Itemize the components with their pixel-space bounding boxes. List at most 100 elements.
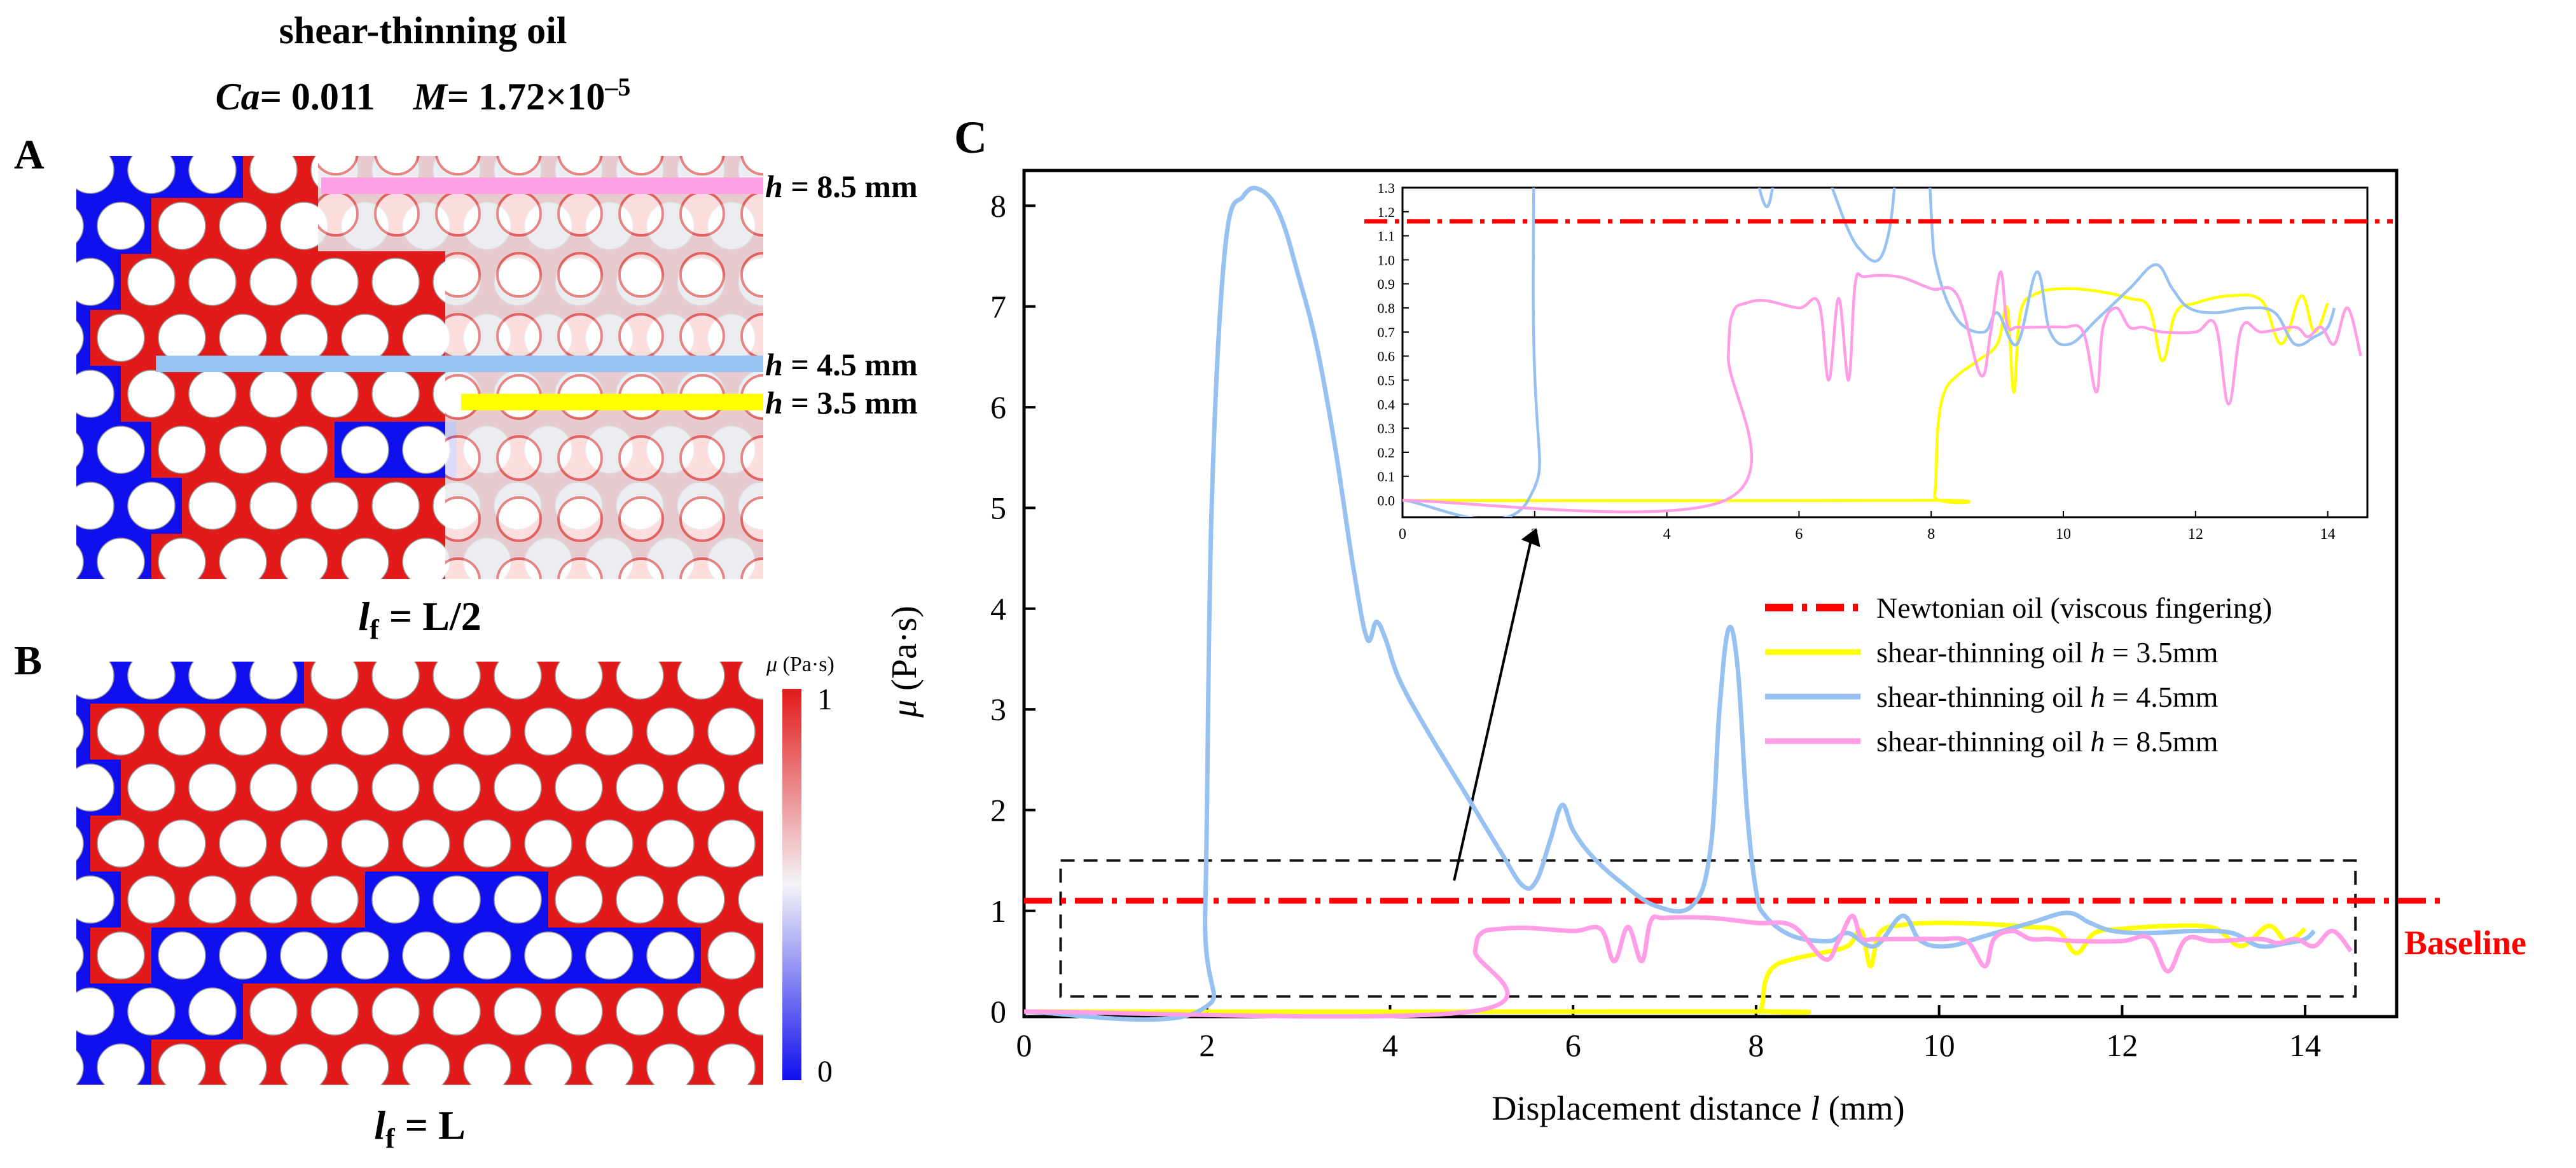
grain xyxy=(97,202,145,250)
inset-y-tick-label: 1.0 xyxy=(1378,252,1395,268)
grain xyxy=(463,707,511,756)
zoom-box xyxy=(1059,859,2357,998)
grain xyxy=(371,875,420,924)
grain xyxy=(188,156,237,194)
y-tick-label: 8 xyxy=(990,188,1006,223)
y-tick-label: 7 xyxy=(990,289,1006,324)
grain xyxy=(76,987,114,1036)
grain xyxy=(188,763,237,812)
panel-c-label: C xyxy=(954,112,987,163)
inset-y-tick-label: 1.2 xyxy=(1378,204,1395,220)
grain xyxy=(97,707,145,756)
grain xyxy=(76,826,84,861)
grain xyxy=(249,987,298,1036)
y-tick-label: 5 xyxy=(990,490,1006,525)
ca-value: = 0.011 xyxy=(260,76,375,118)
grain xyxy=(127,156,176,194)
figure-title: shear-thinning oil xyxy=(279,10,567,52)
grain xyxy=(249,763,298,812)
inset-x-tick-label: 12 xyxy=(2188,526,2203,543)
grain xyxy=(494,763,542,812)
grain xyxy=(188,258,237,306)
grain xyxy=(555,987,603,1036)
grain xyxy=(6,482,53,529)
grain xyxy=(249,662,298,700)
grain xyxy=(158,931,206,980)
grain xyxy=(830,932,877,979)
grain xyxy=(677,662,725,700)
grain xyxy=(310,987,359,1036)
grain xyxy=(158,314,206,362)
grain xyxy=(188,370,237,418)
grain xyxy=(371,482,420,530)
grain xyxy=(769,538,816,585)
y-tick-label: 1 xyxy=(990,893,1006,929)
inset-y-tick-label: 0.0 xyxy=(1378,493,1395,509)
legend-entry: shear-thinning oil h = 3.5mm xyxy=(1876,636,2219,669)
legend-entry: Newtonian oil (viscous fingering) xyxy=(1876,592,2272,624)
grain xyxy=(158,819,206,868)
grain xyxy=(830,1044,877,1091)
grain xyxy=(219,819,267,868)
grain xyxy=(127,258,176,306)
colorbar xyxy=(782,689,801,1080)
legend-entry: shear-thinning oil h = 8.5mm xyxy=(1876,725,2219,758)
grain xyxy=(707,1043,756,1085)
m-value: = 1.72×10 xyxy=(447,76,605,118)
inset-x-tick-label: 10 xyxy=(2056,526,2071,543)
x-tick-label: 10 xyxy=(1923,1027,1955,1063)
grain xyxy=(188,875,237,924)
colorbar-max-label: 1 xyxy=(817,683,833,716)
grain xyxy=(341,819,389,868)
grain xyxy=(402,931,450,980)
grain xyxy=(769,426,816,473)
grain xyxy=(616,987,664,1036)
series-line xyxy=(1023,914,2353,1019)
colorbar-min-label: 0 xyxy=(817,1055,833,1088)
figure-params: Ca= 0.011 M= 1.72×10–5 xyxy=(216,73,631,118)
grain xyxy=(433,763,481,812)
grain xyxy=(616,662,664,700)
grain xyxy=(463,1043,511,1085)
grain xyxy=(585,931,634,980)
grain xyxy=(524,819,572,868)
grain xyxy=(280,426,328,474)
grain xyxy=(433,987,481,1036)
series-line xyxy=(1023,921,2307,1015)
grain xyxy=(76,320,84,356)
grain xyxy=(97,819,145,868)
grain xyxy=(341,314,389,362)
grain xyxy=(707,819,756,868)
inset-x-tick-label: 6 xyxy=(1795,526,1803,543)
grain xyxy=(127,482,176,530)
grain xyxy=(738,987,763,1036)
grain xyxy=(371,258,420,306)
grain xyxy=(127,987,176,1036)
grain xyxy=(280,931,328,980)
grain xyxy=(127,875,176,924)
grain xyxy=(249,482,298,530)
grain xyxy=(76,208,84,244)
panel-a-porous-media xyxy=(6,156,816,585)
grain xyxy=(769,202,816,249)
grain xyxy=(219,1043,267,1085)
inset-x-tick-label: 8 xyxy=(1927,526,1935,543)
grain xyxy=(76,544,84,579)
y-tick-label: 3 xyxy=(990,692,1006,727)
grain xyxy=(524,707,572,756)
grain xyxy=(677,763,725,812)
grain xyxy=(158,707,206,756)
grain xyxy=(188,662,237,700)
grain xyxy=(6,370,53,417)
grain xyxy=(738,875,763,924)
grain xyxy=(646,819,695,868)
inset-y-tick-label: 0.7 xyxy=(1378,324,1395,340)
grain xyxy=(76,370,114,418)
grain xyxy=(524,931,572,980)
grain xyxy=(800,988,847,1035)
legend-entry: shear-thinning oil h = 4.5mm xyxy=(1876,681,2219,713)
series-line xyxy=(1402,270,2362,513)
grain xyxy=(76,482,114,530)
y-tick-label: 6 xyxy=(990,389,1006,425)
